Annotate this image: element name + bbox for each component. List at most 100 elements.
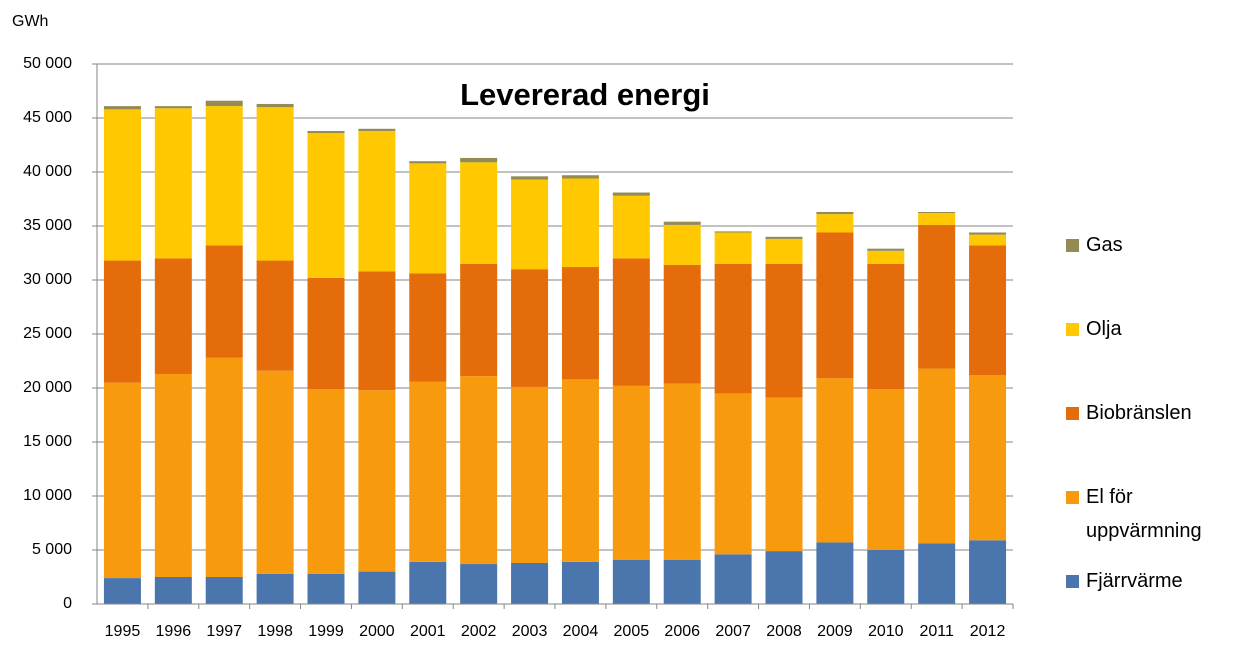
x-tick-label: 2000 [359,623,395,640]
bar-segment [409,161,447,164]
bar-segment [969,375,1007,541]
bar-segment [154,577,192,604]
y-tick-label: 30 000 [23,271,72,288]
bar-segment [205,100,243,107]
bar-segment [765,551,803,604]
legend-swatch [1066,407,1079,420]
x-tick-label: 2008 [766,623,802,640]
bar-segment [409,381,447,562]
y-tick-label: 5 000 [32,541,72,558]
bar-segment [103,382,141,579]
bar-segment [256,260,294,371]
bar-segment [256,107,294,261]
bar-segment [460,157,498,163]
bar-segment [205,357,243,577]
legend-label: Gas [1086,234,1123,256]
x-tick-label: 1997 [206,623,242,640]
bar-segment [358,128,396,131]
bar-segment [307,133,345,278]
x-tick-label: 2012 [970,623,1006,640]
bar-segment [205,245,243,358]
legend-label: Fjärrvärme [1086,570,1183,592]
x-tick-label: 2009 [817,623,853,640]
y-tick-label: 20 000 [23,379,72,396]
bar-segment [307,573,345,604]
y-tick-label: 50 000 [23,55,72,72]
bar-segment [663,264,701,384]
bar-segment [816,232,854,379]
bar-segment [307,389,345,574]
y-tick-label: 35 000 [23,217,72,234]
y-tick-label: 25 000 [23,325,72,342]
bar-segment [205,106,243,246]
x-tick-label: 1995 [105,623,141,640]
bar-segment [561,175,599,179]
bar-segment [867,550,905,604]
bar-segment [154,108,192,259]
bar-segment [765,236,803,239]
bar-segment [714,232,752,264]
bar-segment [816,214,854,233]
bar-segment [358,271,396,391]
bar-segment [511,179,549,270]
bar-segment [918,213,956,225]
plot-area: 0 5 000 10 000 15 000 20 000 25 000 30 000 35 0… [23,55,1014,640]
y-tick-label: 10 000 [23,487,72,504]
bar-segment [409,273,447,382]
bar-segment [816,542,854,604]
legend-item: El för uppvärmning [1066,480,1216,548]
legend-swatch [1066,491,1079,504]
x-tick-label: 2005 [614,623,650,640]
x-tick-label: 2003 [512,623,548,640]
bar-segment [969,245,1007,376]
bar-segment [154,106,192,109]
bar-segment [612,195,650,259]
bar-segment [358,130,396,272]
bar-segment [918,224,956,369]
bar-segment [358,390,396,572]
x-tick-label: 2006 [664,623,700,640]
bar-segment [460,263,498,377]
bar-segment [103,109,141,261]
bar-segment [867,250,905,264]
x-tick-label: 2004 [563,623,599,640]
y-axis-label: GWh [12,13,48,30]
bar-segment [816,378,854,543]
bar-segment [561,379,599,562]
bar-segment [714,263,752,394]
bar-segment [103,578,141,604]
bar-segment [714,393,752,555]
bar-segment [867,389,905,550]
x-tick-label: 2002 [461,623,497,640]
bar-segment [918,543,956,604]
bar-segment [663,224,701,265]
bar-segment [256,103,294,108]
bar-segment [612,559,650,604]
bar-segment [409,163,447,274]
y-tick-label: 40 000 [23,163,72,180]
bar-segment [918,211,956,214]
legend-item: Fjärrvärme [1066,564,1216,598]
bar-segment [663,383,701,560]
bar-segment [103,106,141,110]
bar-segment [561,561,599,604]
bar-segment [969,540,1007,604]
x-tick-label: 1999 [308,623,344,640]
y-tick-label: 0 [63,595,72,612]
bar-segment [714,231,752,233]
bar-segment [511,269,549,387]
legend-item: Biobränslen [1066,396,1216,430]
bar-segment [154,258,192,374]
bar-segment [663,221,701,225]
bar-segment [561,267,599,380]
legend-item: Gas [1066,228,1216,262]
bar-segment [460,162,498,264]
bar-segment [867,263,905,390]
bar-segment [103,260,141,383]
legend-label: Olja [1086,318,1122,340]
legend-swatch [1066,575,1079,588]
x-tick-label: 2007 [715,623,751,640]
bar-segment [663,559,701,604]
